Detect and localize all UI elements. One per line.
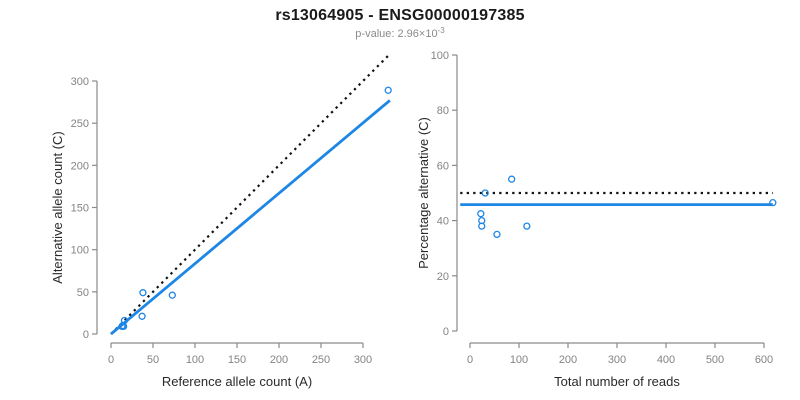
data-point <box>168 291 176 299</box>
x-tick-label: 500 <box>706 354 724 366</box>
y-tick-label: 60 <box>437 160 449 172</box>
y-tick-label: 100 <box>431 50 449 62</box>
data-point <box>477 210 485 218</box>
x-tick-label: 0 <box>467 354 473 366</box>
data-point <box>138 312 146 320</box>
x-tick-label: 300 <box>354 354 372 366</box>
identity-line <box>110 54 389 335</box>
data-point <box>120 316 129 325</box>
data-point <box>507 175 516 183</box>
fit-line <box>110 99 391 336</box>
y-tick-label: 150 <box>71 203 89 215</box>
p-value-exponent: -3 <box>437 26 445 35</box>
x-tick-label: 100 <box>186 354 204 366</box>
x-tick-label: 150 <box>228 354 246 366</box>
percentage-vs-reads-scatter: 0 100 200 300 400 500 600 0 20 40 60 80 100 Total num… <box>416 50 777 389</box>
data-point <box>481 189 489 197</box>
y-tick-label: 80 <box>437 105 449 117</box>
figure-subtitle: p-value: 2.96×10-3 <box>0 26 800 40</box>
y-axis-title: Alternative allele count (C) <box>50 131 65 283</box>
y-tick-label: 100 <box>71 245 89 257</box>
y-tick-label: 40 <box>437 216 449 228</box>
y-tick-label: 300 <box>71 76 89 88</box>
x-tick-label: 250 <box>312 354 330 366</box>
data-point <box>493 230 501 239</box>
x-tick-label: 400 <box>657 354 675 366</box>
data-point <box>769 199 777 207</box>
data-point <box>478 222 486 230</box>
x-tick-label: 200 <box>559 354 577 366</box>
y-tick-label: 20 <box>437 271 449 283</box>
data-point <box>523 222 531 230</box>
x-tick-label: 50 <box>147 354 159 366</box>
y-tick-label: 0 <box>443 326 449 338</box>
x-axis-title: Reference allele count (A) <box>162 374 312 389</box>
x-axis-title: Total number of reads <box>554 374 680 389</box>
data-point <box>384 86 392 94</box>
figure-title: rs13064905 - ENSG00000197385 <box>275 7 525 24</box>
y-axis-title: Percentage alternative (C) <box>416 117 431 269</box>
x-tick-label: 100 <box>510 354 528 366</box>
y-tick-label: 250 <box>71 118 89 130</box>
x-tick-label: 0 <box>108 354 114 366</box>
x-tick-label: 300 <box>608 354 626 366</box>
x-tick-label: 600 <box>755 354 773 366</box>
p-value-text: p-value: 2.96×10 <box>355 28 438 40</box>
data-point <box>139 289 147 297</box>
y-tick-label: 0 <box>83 329 89 341</box>
y-tick-label: 50 <box>77 287 89 299</box>
x-tick-label: 200 <box>270 354 288 366</box>
y-tick-label: 200 <box>71 160 89 172</box>
allele-counts-scatter: 0 50 100 150 200 250 300 0 50 100 150 200 250 300 Refe… <box>50 54 392 389</box>
